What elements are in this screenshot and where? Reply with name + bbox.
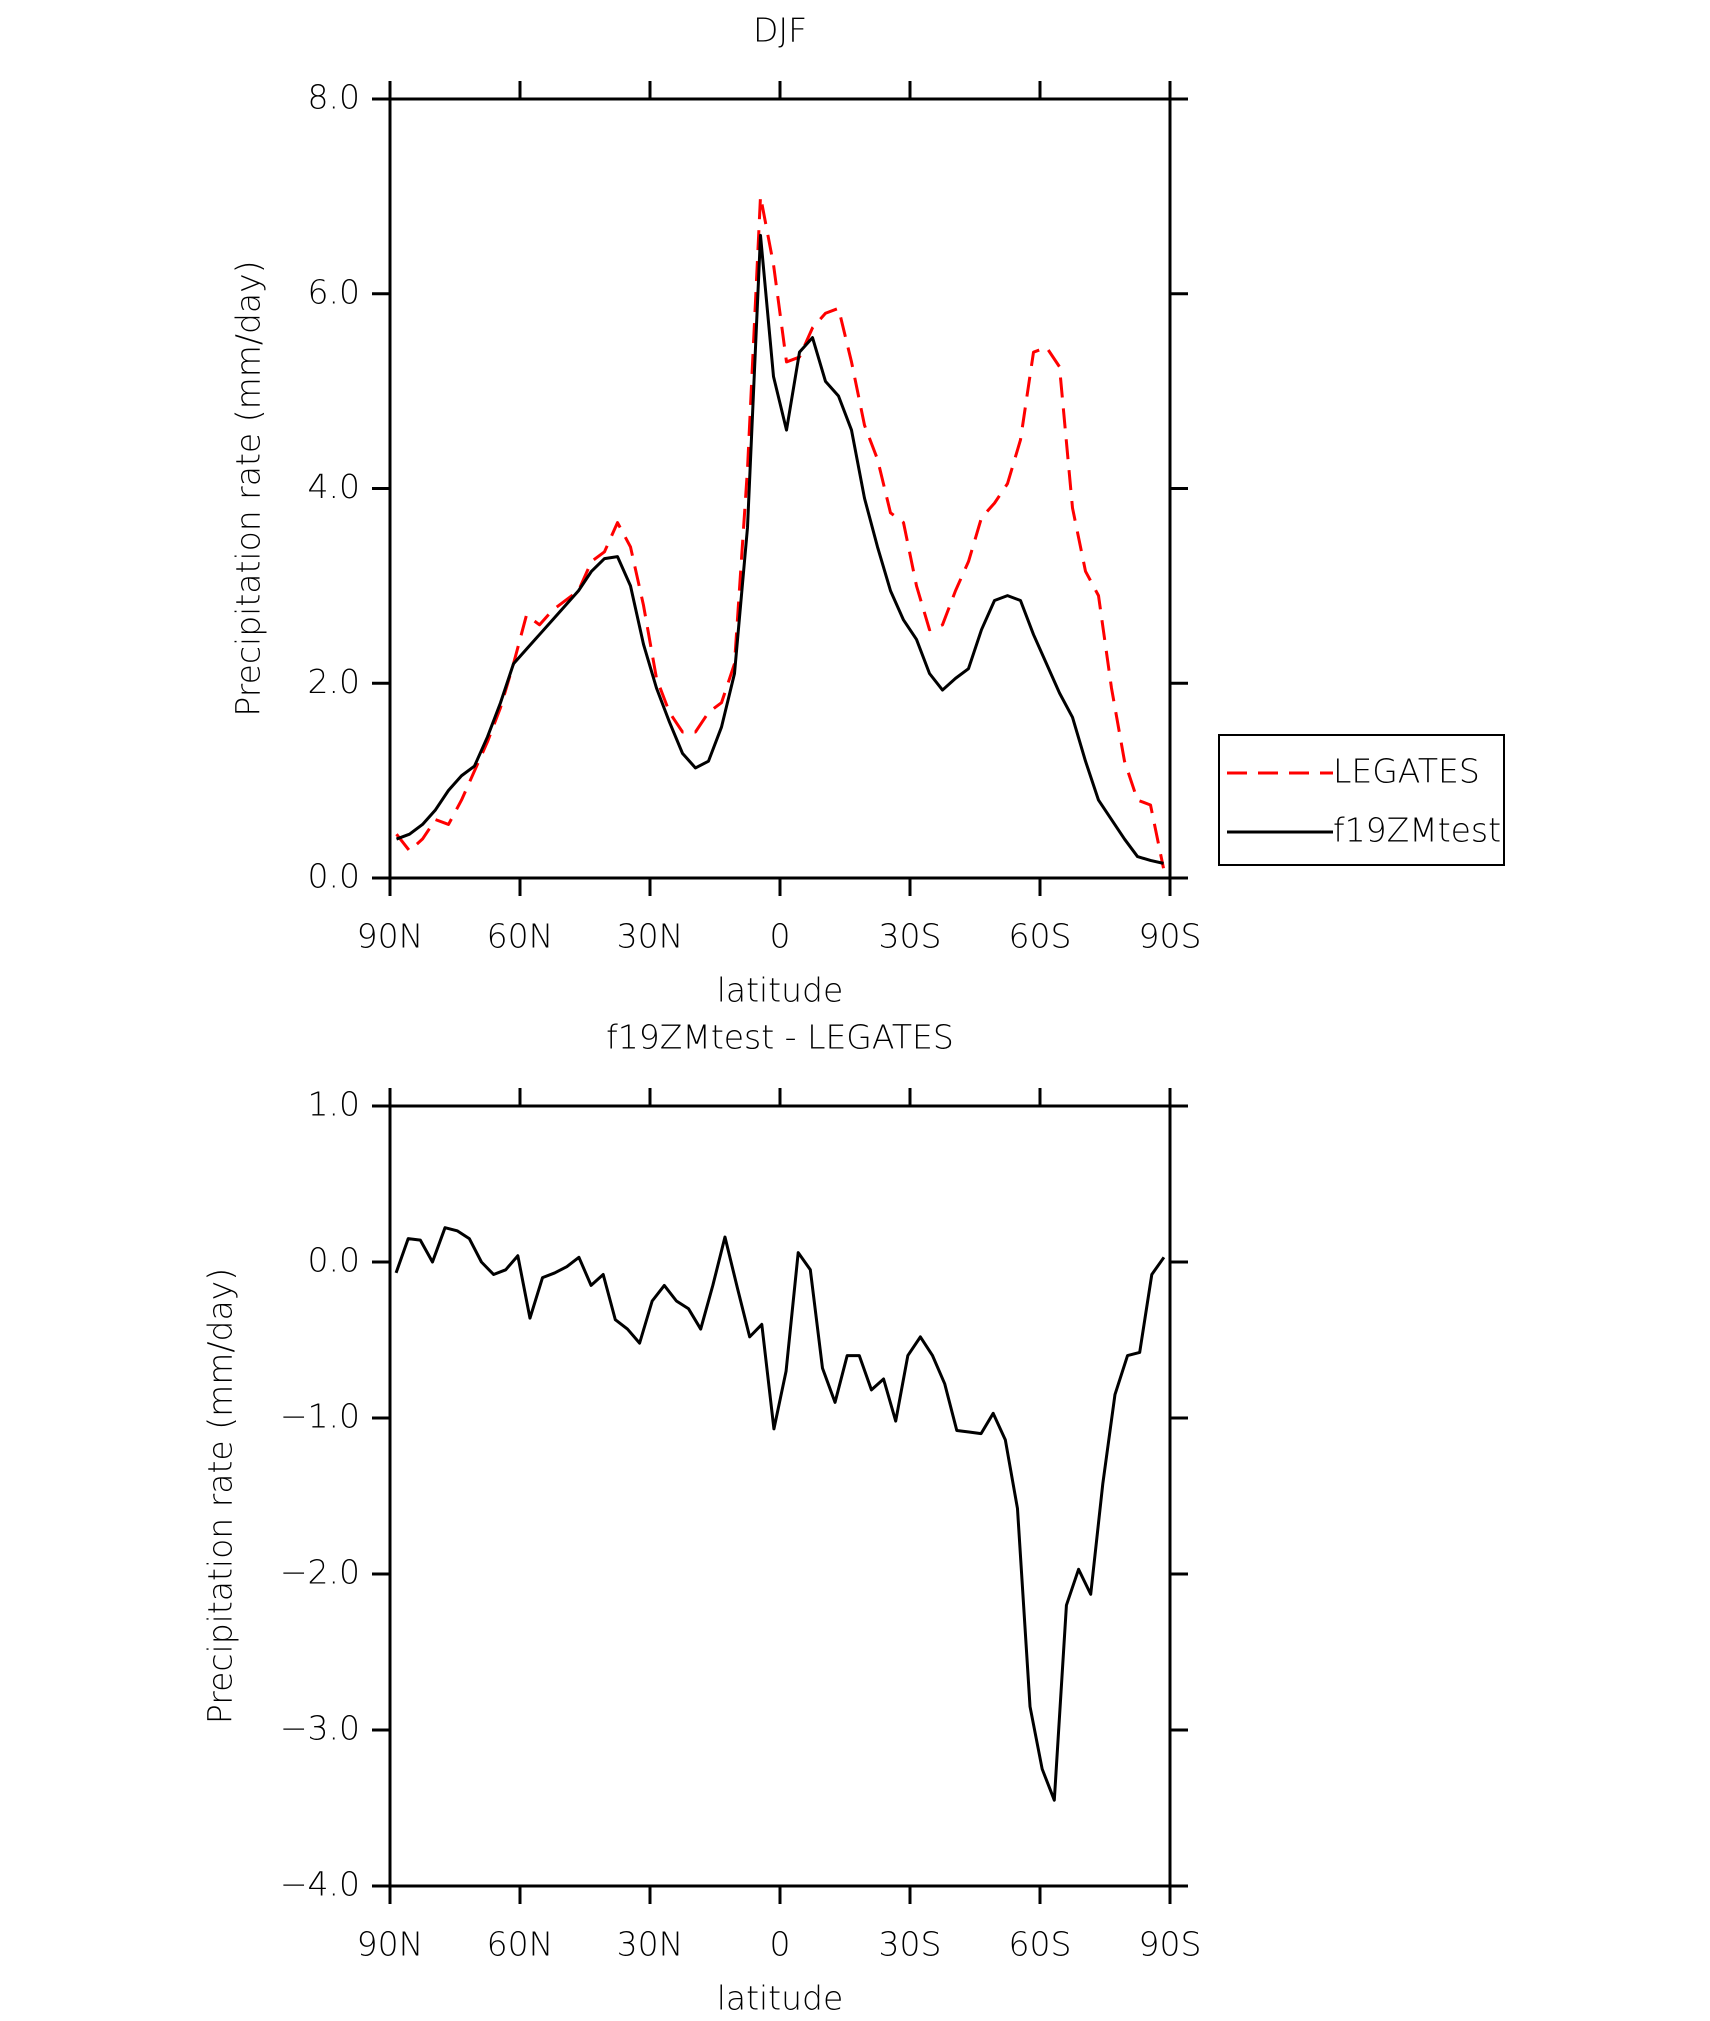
y-axis-label: Precipitation rate (mm/day): [229, 260, 268, 716]
data-line: [395, 194, 1165, 869]
chart-title: f19ZMtest - LEGATES: [606, 1018, 954, 1057]
y-tick-label: −3.0: [280, 1709, 360, 1748]
y-tick-label: 6.0: [308, 272, 360, 311]
legend-label: LEGATES: [1333, 752, 1480, 791]
y-tick-label: 0.0: [308, 857, 360, 896]
x-tick-label: 0: [770, 917, 791, 956]
plot-frame: [388, 1104, 1172, 1888]
x-tick-label: 90N: [357, 1925, 424, 1964]
x-tick-label: 30S: [879, 1925, 942, 1964]
plot-frame: [388, 97, 1172, 880]
y-axis-label: Precipitation rate (mm/day): [201, 1268, 240, 1724]
y-tick-label: 8.0: [308, 78, 360, 117]
x-tick-label: 60N: [487, 1925, 554, 1964]
y-tick-label: −4.0: [280, 1865, 360, 1904]
x-tick-label: 60S: [1009, 917, 1072, 956]
y-tick-label: −1.0: [280, 1397, 360, 1436]
data-line: [395, 233, 1164, 865]
legend-label: f19ZMtest: [1333, 811, 1501, 850]
x-tick-label: 90N: [357, 917, 424, 956]
legend-box: [1218, 734, 1505, 866]
x-axis-label: latitude: [717, 971, 844, 1010]
x-axis-label: latitude: [717, 1979, 844, 2018]
x-tick-label: 0: [770, 1925, 791, 1964]
x-tick-label: 30N: [617, 917, 684, 956]
x-tick-label: 60N: [487, 917, 554, 956]
y-tick-label: −2.0: [280, 1553, 360, 1592]
x-tick-label: 90S: [1139, 917, 1202, 956]
x-tick-label: 90S: [1139, 1925, 1202, 1964]
x-tick-label: 30S: [879, 917, 942, 956]
y-tick-label: 1.0: [308, 1085, 360, 1124]
x-tick-label: 30N: [617, 1925, 684, 1964]
chart-title: DJF: [753, 11, 807, 50]
y-tick-label: 4.0: [308, 467, 360, 506]
x-tick-label: 60S: [1009, 1925, 1072, 1964]
y-tick-label: 0.0: [308, 1241, 360, 1280]
data-line: [394, 1226, 1166, 1802]
y-tick-label: 2.0: [308, 662, 360, 701]
